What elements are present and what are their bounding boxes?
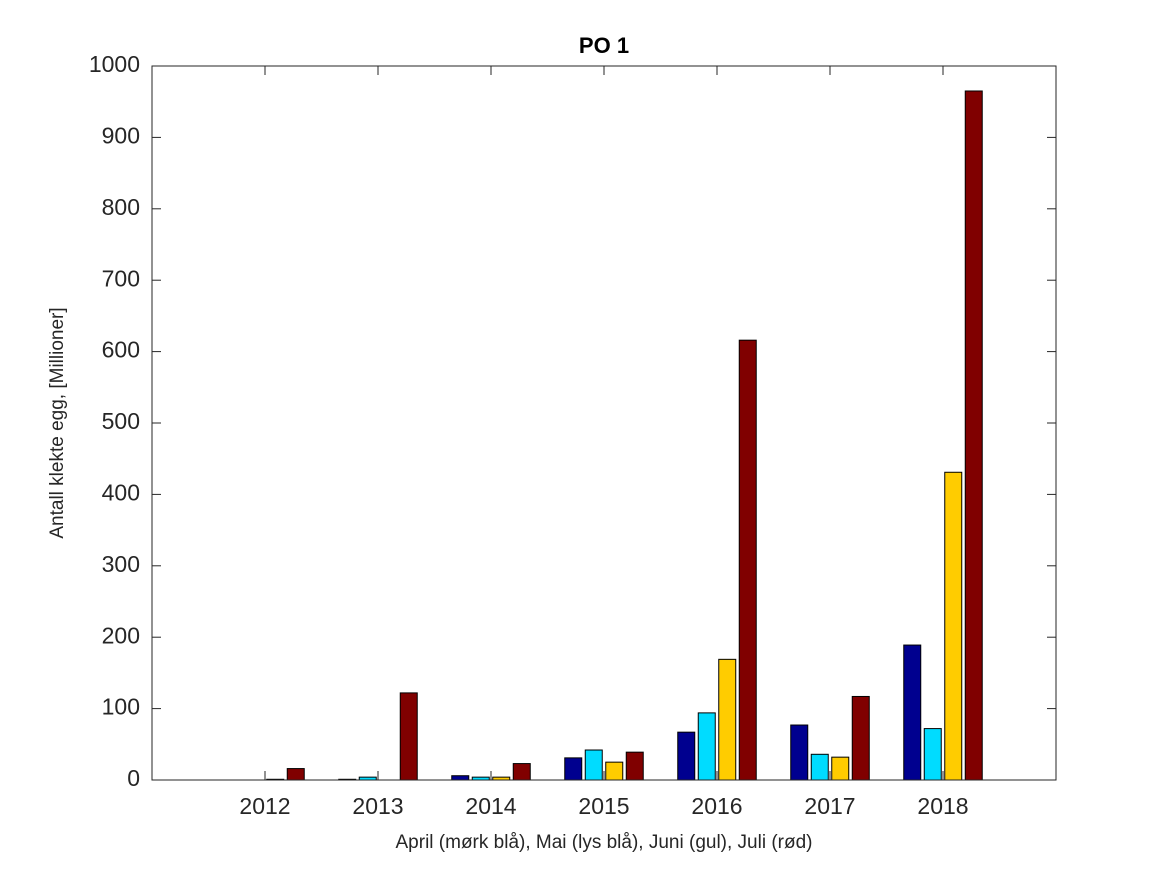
y-tick-label: 1000 (89, 51, 140, 77)
y-tick-label: 300 (102, 551, 140, 577)
bar (831, 756, 850, 781)
bar (944, 471, 963, 781)
bar (512, 763, 531, 781)
x-tick-label: 2012 (239, 793, 290, 819)
y-tick-label: 600 (102, 337, 140, 363)
y-tick-label: 0 (127, 765, 140, 791)
x-tick-label: 2018 (917, 793, 968, 819)
bar (605, 761, 624, 781)
bar (738, 339, 757, 781)
chart-title: PO 1 (579, 33, 629, 58)
bar (810, 753, 829, 781)
x-tick-label: 2015 (578, 793, 629, 819)
bar (697, 712, 716, 781)
x-axis-label: April (mørk blå), Mai (lys blå), Juni (g… (396, 832, 813, 853)
y-tick-label: 200 (102, 622, 140, 648)
bar (625, 751, 644, 781)
bar (790, 724, 809, 781)
x-tick-label: 2017 (804, 793, 855, 819)
y-tick-label: 500 (102, 408, 140, 434)
y-tick-label: 400 (102, 479, 140, 505)
x-tick-label: 2016 (691, 793, 742, 819)
bar (564, 757, 583, 781)
bar (964, 90, 983, 781)
y-tick-label: 700 (102, 265, 140, 291)
y-tick-label: 800 (102, 194, 140, 220)
bar (851, 695, 870, 781)
bar (584, 749, 603, 781)
bar (286, 768, 305, 781)
bar (451, 775, 470, 781)
bar (677, 731, 696, 781)
bar (923, 728, 942, 781)
y-tick-label: 100 (102, 694, 140, 720)
y-tick-label: 900 (102, 122, 140, 148)
bar (718, 658, 737, 781)
x-tick-label: 2013 (352, 793, 403, 819)
x-tick-label: 2014 (465, 793, 516, 819)
y-axis-label: Antall klekte egg, [Millioner] (47, 307, 68, 538)
bar (903, 644, 922, 781)
axes-box (151, 65, 1057, 781)
bar (399, 692, 418, 781)
